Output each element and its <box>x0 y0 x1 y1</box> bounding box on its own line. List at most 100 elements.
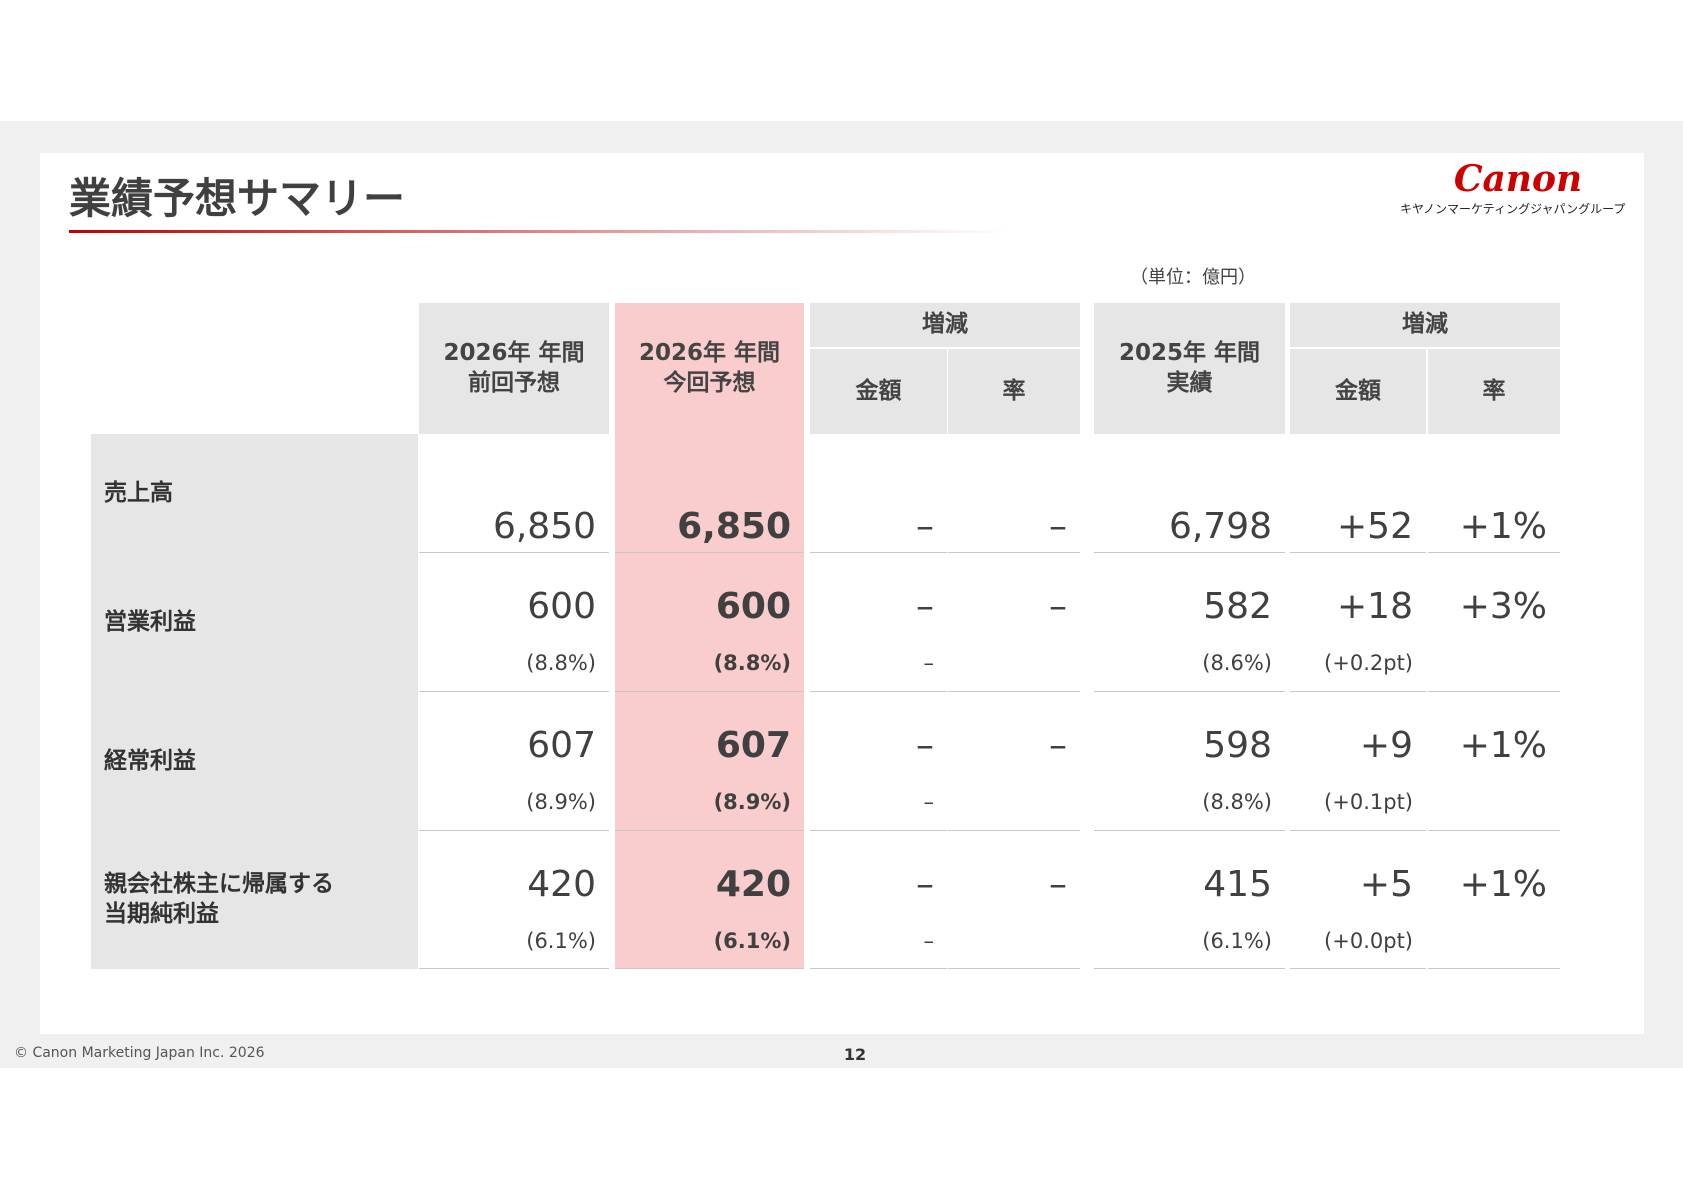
header-line: 前回予想 <box>468 369 560 396</box>
table-cell <box>948 434 1080 553</box>
cell-ratio: (8.8%) <box>526 651 596 675</box>
table-cell <box>810 434 947 553</box>
table-cell <box>1094 831 1285 969</box>
cell-value: 582 <box>1203 586 1272 627</box>
header-line: 2026年 年間 <box>443 339 585 366</box>
cell-value: – <box>916 864 934 905</box>
cell-value: 420 <box>527 864 596 905</box>
row-label-line: 営業利益 <box>104 608 196 635</box>
row-label-line: 当期純利益 <box>104 901 219 927</box>
logo-subtitle: キヤノンマーケティングジャパングループ <box>1400 202 1626 216</box>
table-cell <box>419 692 609 831</box>
table-cell <box>615 831 804 969</box>
cell-ratio: (8.8%) <box>713 651 791 675</box>
row-label: 経常利益 <box>91 692 418 831</box>
table-cell <box>419 553 609 692</box>
table-cell <box>1428 692 1560 831</box>
cell-ratio: – <box>923 651 935 675</box>
cell-value: – <box>916 506 934 547</box>
cell-value: – <box>1049 864 1067 905</box>
header-line: 今回予想 <box>663 369 756 396</box>
table-cell <box>1290 692 1426 831</box>
sub-header: 率 <box>1428 349 1560 434</box>
header-line: 2026年 年間 <box>638 339 781 366</box>
cell-ratio: (8.9%) <box>526 790 596 814</box>
table-cell <box>1428 831 1560 969</box>
page-number: 12 <box>843 1045 867 1064</box>
cell-ratio: (8.9%) <box>713 790 791 814</box>
cell-ratio: – <box>923 790 935 814</box>
cell-ratio: (6.1%) <box>713 929 791 953</box>
cell-value: 420 <box>715 864 791 905</box>
table-cell <box>1428 553 1560 692</box>
copyright: © Canon Marketing Japan Inc. 2026 <box>14 1045 265 1061</box>
cell-value: 607 <box>715 725 791 766</box>
table-cell <box>810 692 947 831</box>
table-cell <box>948 831 1080 969</box>
cell-ratio: – <box>923 929 935 953</box>
cell-value: – <box>1049 506 1067 547</box>
cell-value: 6,850 <box>492 506 596 547</box>
sub-header: 金額 <box>810 349 947 434</box>
logo: Canon <box>1453 158 1583 200</box>
table-cell <box>1094 434 1285 553</box>
header-line: 実績 <box>1166 369 1213 396</box>
table-cell <box>1290 831 1426 969</box>
cell-value: 598 <box>1203 725 1272 766</box>
table-cell <box>1094 553 1285 692</box>
cell-value: 600 <box>527 586 596 627</box>
row-label-line: 親会社株主に帰属する <box>104 871 334 898</box>
cell-value: +5 <box>1359 864 1413 905</box>
table-cell <box>810 553 947 692</box>
table-cell <box>419 434 609 553</box>
cell-value: +3% <box>1459 586 1547 627</box>
group-header: 増減 <box>1290 303 1560 347</box>
table-cell <box>1290 553 1426 692</box>
cell-value: 6,850 <box>677 506 791 547</box>
column-header: 2026年 年間 前回予想 <box>419 303 609 434</box>
table-cell <box>615 434 804 553</box>
row-label-line: 経常利益 <box>104 747 196 774</box>
cell-value: 607 <box>527 725 596 766</box>
cell-ratio: (+0.1pt) <box>1324 790 1413 814</box>
cell-value: – <box>916 725 934 766</box>
title: 業績予想サマリー <box>69 174 406 223</box>
cell-value: +1% <box>1459 506 1547 547</box>
row-label-line: 売上高 <box>104 479 173 506</box>
cell-ratio: (6.1%) <box>1202 929 1272 953</box>
cell-value: – <box>1049 586 1067 627</box>
table-cell <box>615 553 804 692</box>
unit-note: （単位：億円） <box>1130 267 1256 288</box>
header-line: 2025年 年間 <box>1118 339 1261 366</box>
column-header: 2026年 年間 今回予想 <box>615 303 804 434</box>
column-header: 2025年 年間 実績 <box>1094 303 1285 434</box>
table-cell <box>948 553 1080 692</box>
table-cell <box>615 692 804 831</box>
table-cell <box>419 831 609 969</box>
cell-value: +9 <box>1359 725 1413 766</box>
cell-ratio: (8.6%) <box>1202 651 1272 675</box>
row-label: 親会社株主に帰属する 当期純利益 <box>91 831 418 969</box>
cell-value: +1% <box>1459 725 1547 766</box>
table-cell <box>1428 434 1560 553</box>
cell-ratio: (+0.2pt) <box>1324 651 1413 675</box>
cell-value: +1% <box>1459 864 1547 905</box>
table-cell <box>948 692 1080 831</box>
cell-value: – <box>916 586 934 627</box>
group-header: 増減 <box>810 303 1080 347</box>
row-label: 営業利益 <box>91 553 418 692</box>
cell-value: 6,798 <box>1168 506 1272 547</box>
cell-value: +52 <box>1337 506 1413 547</box>
row-label: 売上高 <box>91 434 418 553</box>
cell-value: – <box>1049 725 1067 766</box>
table-cell <box>1290 434 1426 553</box>
cell-ratio: (8.8%) <box>1202 790 1272 814</box>
title-rule <box>69 230 1009 233</box>
sub-header: 金額 <box>1290 349 1426 434</box>
table-cell <box>1094 692 1285 831</box>
cell-ratio: (+0.0pt) <box>1324 929 1413 953</box>
cell-ratio: (6.1%) <box>526 929 596 953</box>
sub-header: 率 <box>948 349 1080 434</box>
table-cell <box>810 831 947 969</box>
